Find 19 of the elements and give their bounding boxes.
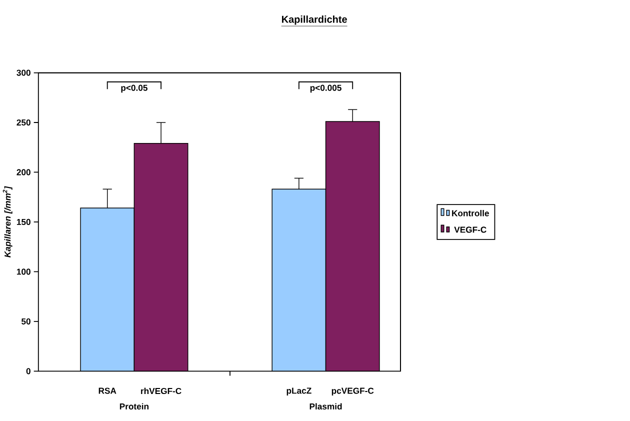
text: RSA	[98, 388, 116, 394]
y-tick-label: 50	[21, 318, 30, 324]
y-tick-label: 100	[16, 268, 30, 275]
text: pLacZ	[286, 388, 312, 396]
text: pcVEGF-C	[332, 388, 374, 396]
y-tick-label: 0	[26, 368, 30, 374]
chart-title: Kapillardichte	[282, 15, 347, 25]
y-tick-label: 150	[16, 218, 30, 225]
y-tick-label: 250	[16, 119, 30, 126]
legend-label: Kontrolle	[452, 210, 489, 216]
y-tick-label: 200	[16, 169, 30, 176]
y-axis-title: Kapillaren [/mm$^{2}$]	[2, 186, 12, 258]
y-tick-label: 300	[16, 70, 30, 76]
x-tick-label: Plasmid	[310, 403, 342, 410]
annotation: p<0.005	[310, 84, 342, 92]
legend-label: VEGF-C	[454, 226, 486, 233]
annotation: p<0.05	[121, 84, 148, 92]
text: rhVEGF-C	[141, 388, 182, 394]
x-tick-label: Protein	[120, 403, 148, 410]
